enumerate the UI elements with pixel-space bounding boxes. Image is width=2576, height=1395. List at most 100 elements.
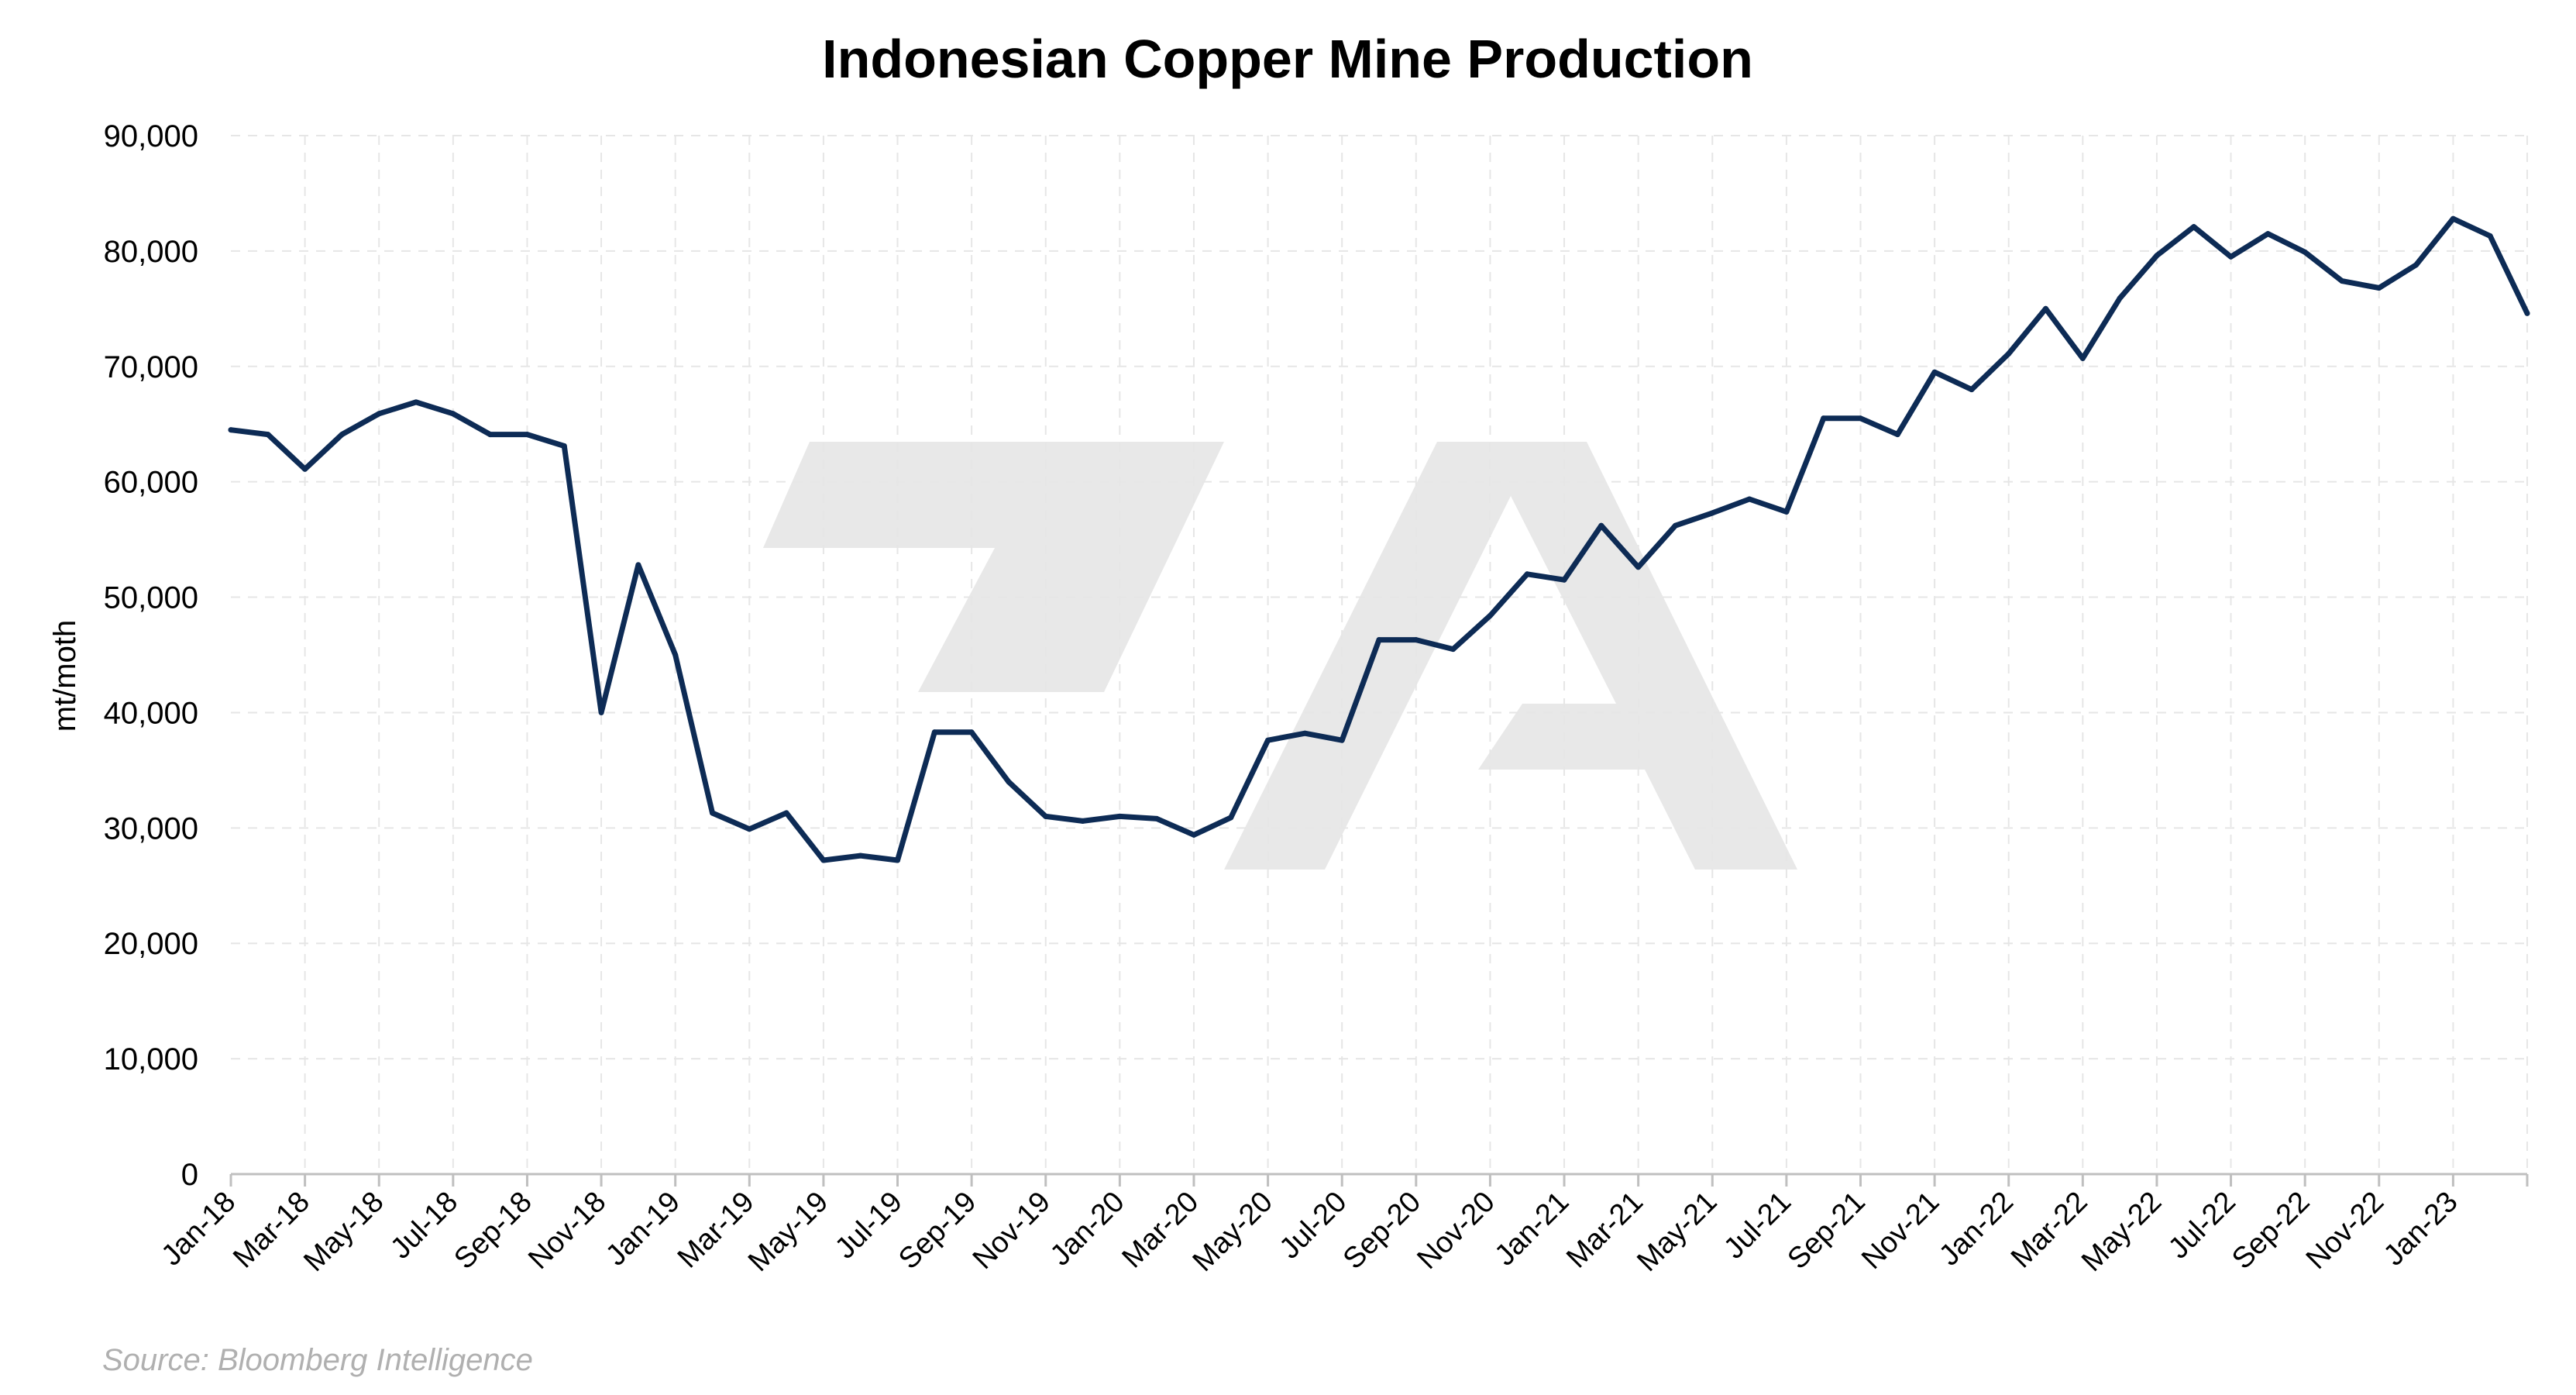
y-tick-label: 0 — [181, 1158, 198, 1192]
data-point — [1821, 415, 1827, 422]
data-point — [1783, 508, 1790, 515]
data-point — [598, 709, 604, 715]
data-point — [1154, 815, 1160, 822]
x-tick-labels: Jan-18Mar-18May-18Jul-18Sep-18Nov-18Jan-… — [155, 1186, 2464, 1278]
x-tick-label: Jan-23 — [2378, 1186, 2464, 1273]
data-point — [1746, 496, 1752, 502]
data-point — [968, 729, 975, 735]
x-tick-label: May-20 — [1187, 1186, 1279, 1278]
data-point — [1561, 577, 1567, 583]
x-tick-label: Nov-22 — [2300, 1186, 2390, 1276]
x-tick-label: Nov-19 — [967, 1186, 1057, 1276]
y-tick-labels: 0 10,000 20,000 30,000 40,000 50,000 60,000 70,… — [104, 119, 198, 1192]
data-point — [1598, 522, 1604, 529]
data-point — [820, 857, 827, 863]
x-tick-label: Mar-21 — [1560, 1186, 1649, 1275]
data-point — [672, 652, 679, 658]
x-tick-label: May-19 — [742, 1186, 834, 1278]
data-point — [1413, 637, 1419, 643]
data-point — [339, 432, 345, 438]
data-point — [2487, 233, 2493, 239]
x-tick-label: May-21 — [1631, 1186, 1723, 1278]
x-tick-label: Jan-19 — [600, 1186, 686, 1273]
y-tick-label: 40,000 — [104, 696, 198, 730]
y-tick-label: 80,000 — [104, 235, 198, 269]
x-tick-label: Mar-18 — [227, 1186, 316, 1275]
data-point — [931, 729, 937, 735]
data-point — [413, 399, 419, 405]
data-point — [2302, 249, 2308, 255]
data-point — [1858, 415, 1863, 422]
x-tick-label: Jan-21 — [1489, 1186, 1576, 1273]
data-point — [783, 810, 789, 816]
data-point — [1635, 564, 1642, 570]
data-point — [1339, 737, 1345, 743]
data-point — [2339, 278, 2345, 284]
x-tick-label: Nov-21 — [1855, 1186, 1945, 1276]
data-point — [2043, 305, 2048, 312]
data-point — [302, 466, 308, 472]
data-point — [1265, 737, 1271, 743]
y-tick-label: 60,000 — [104, 466, 198, 500]
data-point — [2154, 253, 2160, 259]
x-tick-label: Mar-20 — [1116, 1186, 1205, 1275]
data-point — [1080, 818, 1085, 824]
x-tick-label: Sep-20 — [1337, 1186, 1427, 1276]
data-point — [2265, 231, 2271, 237]
data-point — [2376, 285, 2382, 291]
x-tick-label: Mar-22 — [2005, 1186, 2094, 1275]
data-point — [2117, 295, 2123, 301]
data-point — [561, 443, 567, 449]
y-tick-label: 90,000 — [104, 119, 198, 153]
data-point — [376, 411, 382, 417]
x-tick-label: Sep-22 — [2226, 1186, 2316, 1276]
data-point — [895, 857, 900, 863]
data-point — [1969, 387, 1975, 393]
x-tick-label: May-22 — [2076, 1186, 2168, 1278]
y-axis-label: mt/moth — [48, 620, 82, 732]
data-point — [1191, 832, 1197, 838]
series-group — [228, 215, 2530, 863]
x-tick-label: Jan-18 — [155, 1186, 242, 1273]
data-point — [1487, 612, 1493, 618]
data-point — [746, 826, 752, 832]
data-point — [1673, 522, 1678, 529]
y-tick-label: 10,000 — [104, 1042, 198, 1076]
data-point — [858, 852, 864, 859]
data-point — [1450, 646, 1457, 653]
data-point — [265, 432, 271, 438]
data-point — [487, 432, 494, 438]
axes — [229, 1173, 2529, 1187]
data-point — [1709, 510, 1715, 516]
y-tick-label: 30,000 — [104, 811, 198, 846]
data-point — [1228, 815, 1234, 821]
data-point — [710, 810, 715, 816]
source-note: Source: Bloomberg Intelligence — [102, 1343, 533, 1377]
data-point — [1894, 432, 1900, 438]
data-point — [2228, 253, 2234, 260]
x-tick-label: Sep-18 — [448, 1186, 538, 1276]
data-point — [635, 562, 641, 568]
x-tick-label: Jan-20 — [1044, 1186, 1131, 1273]
data-point — [2450, 215, 2456, 222]
data-point — [1524, 571, 1530, 577]
data-point — [1302, 730, 1308, 736]
grid — [231, 135, 2528, 1174]
x-tick-label: Sep-19 — [892, 1186, 982, 1276]
data-point — [2079, 355, 2086, 361]
data-point — [1006, 779, 1012, 785]
data-point — [524, 432, 530, 438]
chart-title: Indonesian Copper Mine Production — [822, 29, 1753, 89]
data-point — [2524, 310, 2530, 316]
data-point — [2413, 262, 2420, 268]
watermark-logo — [763, 442, 1797, 870]
data-point — [1376, 637, 1382, 643]
data-point — [1116, 813, 1123, 819]
data-point — [1043, 813, 1049, 819]
data-point — [228, 427, 234, 433]
x-tick-label: May-18 — [297, 1186, 390, 1278]
data-point — [2191, 224, 2197, 230]
x-tick-label: Mar-19 — [672, 1186, 761, 1275]
data-point — [2006, 350, 2012, 356]
